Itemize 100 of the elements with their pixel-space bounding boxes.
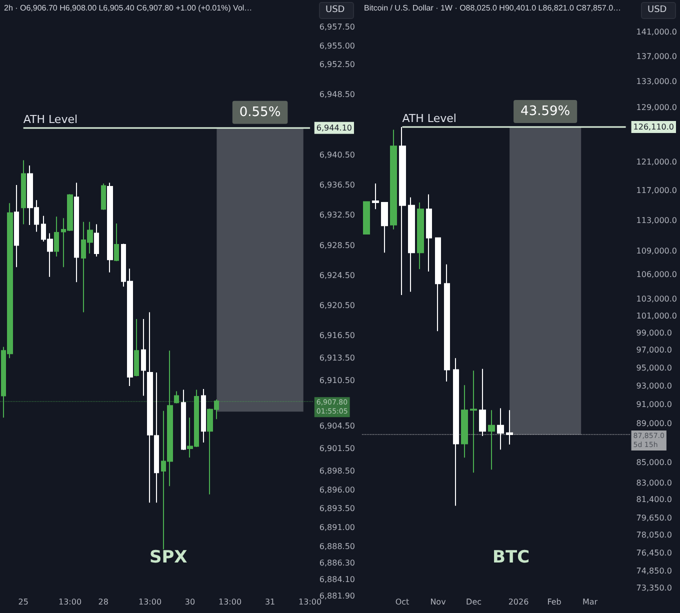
y-tick-label: 6,957.50 <box>319 22 355 32</box>
y-tick-label: 78,050.0 <box>636 530 672 540</box>
x-tick-label: 13:00 <box>298 598 322 606</box>
y-tick-label: 133,000.0 <box>636 77 678 86</box>
y-tick-label: 6,891.00 <box>319 523 355 532</box>
y-tick-label: 6,898.50 <box>319 466 355 476</box>
x-tick-label: Feb <box>547 598 562 606</box>
candlestick <box>174 390 179 404</box>
candlestick <box>488 410 495 470</box>
x-tick-label: 30 <box>184 598 196 606</box>
x-tick-label: 28 <box>98 598 108 606</box>
candlestick <box>141 318 146 396</box>
y-tick-label: 103,000.0 <box>636 294 678 304</box>
candlestick <box>444 264 450 382</box>
candlestick <box>390 129 397 230</box>
y-tick-label: 129,000.0 <box>636 103 678 112</box>
candlestick <box>381 202 388 254</box>
annotation: BTC <box>492 548 530 568</box>
y-tick-label: 113,000.0 <box>636 216 678 225</box>
ref-line-label: ATH Level <box>23 112 78 126</box>
y-tick-label: 6,920.50 <box>319 300 355 310</box>
y-tick-label: 6,881.90 <box>319 592 355 600</box>
x-tick-label: Nov <box>430 598 446 606</box>
y-tick-label: 6,913.50 <box>319 354 355 363</box>
y-tick-label: 99,000.0 <box>636 328 672 338</box>
x-tick-label: Dec <box>466 598 482 606</box>
candlestick <box>426 194 432 272</box>
candlestick <box>107 182 113 273</box>
candlestick <box>201 388 206 443</box>
band-label: 0.55% <box>239 104 281 120</box>
candlestick <box>21 160 26 225</box>
candlestick <box>479 368 486 436</box>
y-tick-label: 6,928.50 <box>319 240 355 250</box>
candlestick <box>14 184 19 268</box>
x-tick-label: 13:00 <box>138 598 162 606</box>
x-tick-label: 25 <box>18 598 28 606</box>
candlestick <box>435 237 441 332</box>
text: USD <box>326 5 345 15</box>
chart-title: Bitcoin / U.S. Dollar · 1W · O88,025.0 H90,401.0 L86,821.0 C87,857.0… <box>364 4 622 12</box>
y-tick-label: 79,650.0 <box>636 513 672 522</box>
y-tick-label: 109,000.0 <box>636 246 678 256</box>
y-tick-label: 6,886.30 <box>319 558 355 568</box>
y-tick-label: 6,904.50 <box>319 421 355 430</box>
chart-title: 2h · O6,906.70 H6,908.00 L6,905.40 C6,907.80 +1.00 (+0.01%) Vol… <box>4 4 252 12</box>
candlestick <box>408 196 415 292</box>
y-tick-label: 73,350.0 <box>636 584 672 592</box>
x-tick-label: 2026 <box>508 598 529 606</box>
y-tick-label: 89,000.0 <box>636 418 672 428</box>
y-tick-label: 76,450.0 <box>636 548 672 558</box>
candlestick <box>470 370 477 474</box>
y-tick-label: 6,901.50 <box>319 444 355 453</box>
y-tick-label: 106,000.0 <box>636 270 678 280</box>
y-tick-label: 95,000.0 <box>636 363 672 372</box>
x-tick-label: Mar <box>582 598 598 606</box>
y-tick-label: 6,916.50 <box>319 331 355 340</box>
y-tick-label: 141,000.0 <box>636 28 678 36</box>
annotation: SPX <box>149 548 188 568</box>
x-tick-label: 31 <box>264 598 276 606</box>
y-tick-label: 85,000.0 <box>636 458 672 468</box>
x-tick-label: Oct <box>395 598 410 606</box>
y-tick-label: 83,000.0 <box>636 478 672 488</box>
y-tick-label: 6,893.50 <box>319 504 355 514</box>
y-tick-label: 74,850.0 <box>636 566 672 576</box>
text: 6,944.10 <box>316 123 352 132</box>
x-tick-label: 13:00 <box>58 598 82 606</box>
y-tick-label: 6,936.50 <box>319 180 355 190</box>
y-tick-label: 6,955.00 <box>319 41 355 50</box>
y-tick-label: 137,000.0 <box>636 52 678 61</box>
text: 126,110.0 <box>633 122 674 132</box>
candlestick <box>54 216 59 258</box>
candlestick <box>114 222 119 262</box>
y-tick-label: 91,000.0 <box>636 400 672 410</box>
y-tick-label: 121,000.0 <box>636 158 678 167</box>
candlestick <box>453 358 459 506</box>
candlestick <box>461 384 468 458</box>
y-tick-label: 6,910.50 <box>319 376 355 386</box>
candlestick <box>134 318 139 377</box>
candlestick <box>372 183 379 210</box>
y-tick-label: 93,000.0 <box>636 382 672 391</box>
candlestick <box>417 202 424 270</box>
y-tick-label: 6,924.50 <box>319 270 355 280</box>
y-tick-label: 6,932.50 <box>319 210 355 220</box>
y-tick-label: 81,400.0 <box>636 494 672 504</box>
candlestick <box>399 126 406 296</box>
candlestick <box>181 389 186 450</box>
candlestick <box>74 182 79 283</box>
candlestick <box>94 224 99 258</box>
candlestick <box>363 201 370 234</box>
y-tick-label: 97,000.0 <box>636 346 672 355</box>
candlestick <box>506 410 513 446</box>
y-tick-label: 6,952.50 <box>319 60 355 70</box>
ref-line-label: ATH Level <box>402 112 456 125</box>
y-tick-label: 6,948.50 <box>319 90 355 100</box>
y-tick-label: 101,000.0 <box>636 311 678 320</box>
text: USD <box>648 5 667 15</box>
candlestick <box>101 183 106 210</box>
y-tick-label: 6,940.50 <box>319 150 355 160</box>
y-tick-label: 117,000.0 <box>636 186 678 196</box>
y-tick-label: 6,884.10 <box>319 574 355 584</box>
band-label: 43.59% <box>520 104 570 119</box>
